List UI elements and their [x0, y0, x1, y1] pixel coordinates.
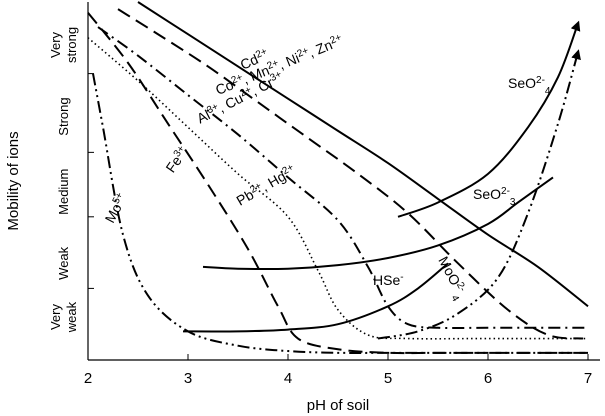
series-label-sup: 2- — [501, 185, 510, 196]
series-label-text: Mo — [102, 201, 125, 226]
series-line — [87, 12, 588, 355]
series-label: SeO2-3 — [473, 185, 516, 207]
y-category-text: Very — [48, 304, 63, 331]
series-label-text: Co — [213, 76, 236, 98]
y-category-text: Strong — [56, 97, 71, 135]
series-label: Mo5+ — [101, 190, 130, 225]
series-label: HSe- — [373, 271, 404, 288]
series-line — [92, 73, 588, 354]
series-labels: Cd2+Co2+, Mn2+, Ni2+, Zn2+Al3+, Cu2+, Cr… — [101, 32, 551, 304]
x-tick-label: 4 — [284, 370, 292, 387]
axes — [87, 2, 600, 361]
series-label-text: , Ni — [276, 50, 301, 73]
series-label-text: Pb — [234, 186, 257, 209]
series-label-sup: 2+ — [248, 180, 264, 195]
series-label-text: SeO — [473, 186, 501, 202]
series-label-sup: 2- — [536, 74, 545, 85]
series-label-sup: 2+ — [295, 45, 310, 60]
series-line — [97, 26, 588, 330]
y-category-text: weak — [64, 301, 79, 333]
series-label-sub: 4 — [545, 85, 551, 96]
y-axis-title: Mobility of ions — [5, 131, 22, 230]
series-label-sup: - — [400, 271, 403, 282]
series-label: Co2+, Mn2+, Ni2+, Zn2+ — [213, 32, 345, 98]
series-label: Fe3+ — [162, 143, 192, 175]
x-tick-label: 2 — [84, 370, 92, 387]
y-category-label: Weak — [56, 246, 71, 279]
series-label: Cd2+ — [238, 46, 272, 73]
series-label-sup: 2+ — [280, 162, 296, 177]
y-category-text: strong — [64, 27, 79, 63]
series-label-sup: 3+ — [205, 101, 220, 116]
series-label-sup: 2+ — [265, 57, 280, 72]
x-tick-label: 5 — [384, 370, 392, 387]
x-tick-label: 3 — [184, 370, 192, 387]
y-category-label: Medium — [56, 169, 71, 215]
x-axis-ticks: 2 3 4 5 6 7 — [84, 354, 592, 387]
series-label-sup: 5+ — [110, 190, 125, 205]
series-label-sup: 3+ — [268, 69, 283, 84]
series-label: Pb2+, Hg2+ — [233, 162, 298, 209]
series-label-sub: 3 — [510, 196, 516, 207]
series-label: SeO2-4 — [508, 74, 551, 96]
series-line — [117, 8, 584, 340]
series-line — [397, 20, 581, 218]
y-category-label: Very weak — [48, 301, 79, 333]
series-label-sup: 2+ — [254, 46, 269, 61]
series-label-text: Fe — [162, 153, 185, 176]
series-label-text: Cd — [238, 51, 261, 73]
series-label-text: SeO — [508, 75, 536, 91]
x-tick-label: 7 — [584, 370, 592, 387]
y-category-label: Very strong — [48, 27, 79, 63]
y-category-text: Very — [48, 31, 63, 58]
series-label: MoO2-4 — [430, 253, 471, 303]
y-category-text: Weak — [56, 246, 71, 279]
series-curves — [87, 1, 589, 355]
series-label-sup: 3+ — [171, 143, 187, 159]
y-category-text: Medium — [56, 169, 71, 215]
series-line — [182, 262, 449, 333]
series-label-sup: 2+ — [328, 32, 343, 47]
x-tick-label: 6 — [484, 370, 492, 387]
series-label-sub: 4 — [449, 293, 462, 303]
series-label-sup: 2+ — [230, 72, 245, 87]
series-line — [202, 176, 554, 271]
y-category-label: Strong — [56, 97, 71, 135]
x-axis-title: pH of soil — [307, 397, 370, 414]
series-line — [377, 49, 581, 340]
series-label-text: HSe — [373, 272, 400, 288]
series-line — [137, 1, 589, 308]
series-label-sup: 2+ — [238, 84, 253, 99]
